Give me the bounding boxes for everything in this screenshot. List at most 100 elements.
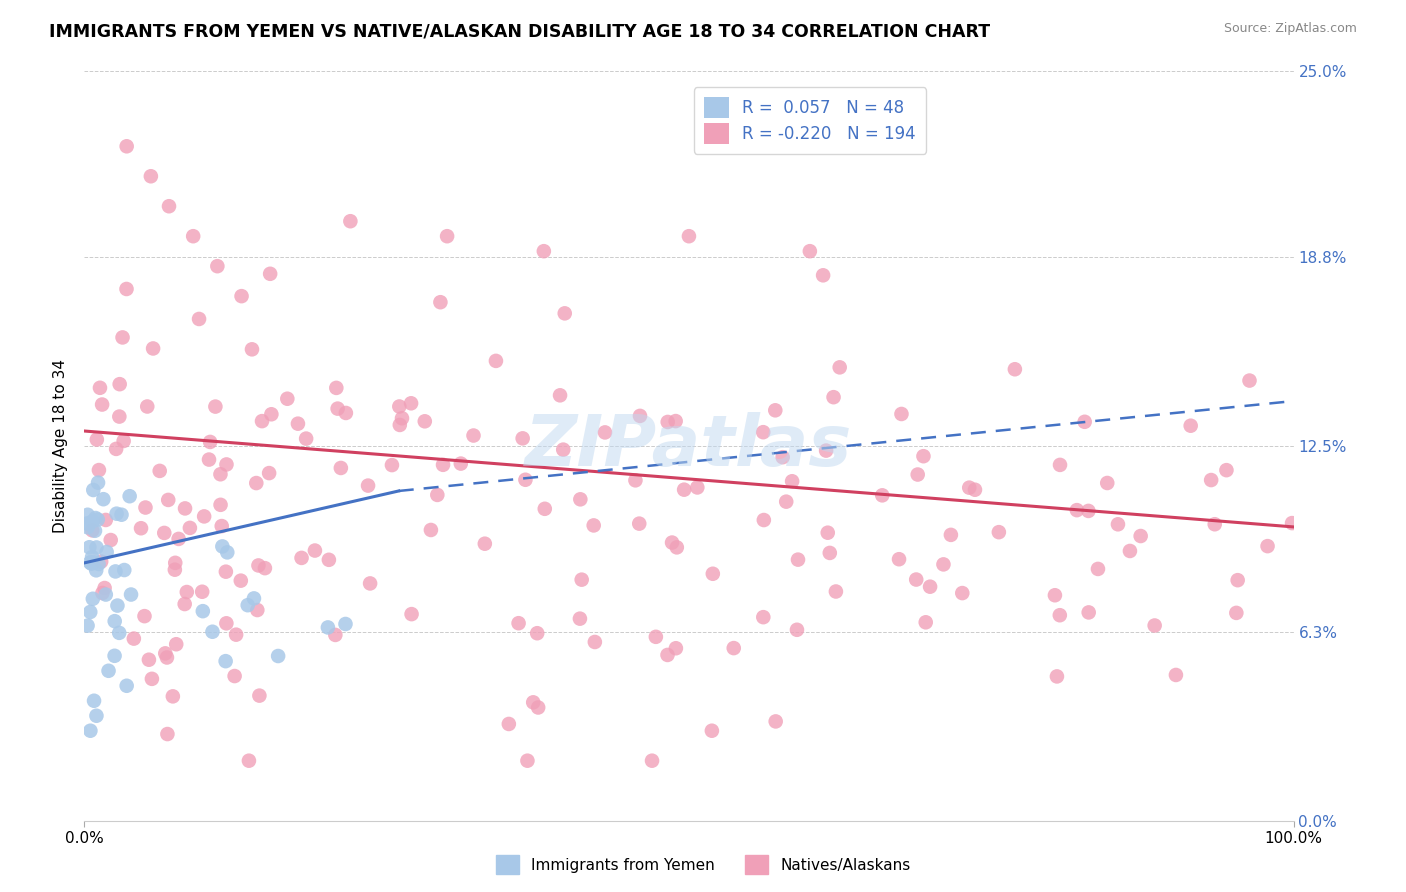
Point bbox=[91, 398, 114, 412]
Point bbox=[1143, 618, 1166, 632]
Point bbox=[211, 540, 233, 554]
Point bbox=[174, 501, 197, 516]
Point bbox=[112, 434, 135, 448]
Point bbox=[108, 409, 131, 424]
Point bbox=[1225, 606, 1247, 620]
Point bbox=[391, 411, 413, 425]
Point bbox=[163, 563, 186, 577]
Point bbox=[752, 513, 775, 527]
Point bbox=[399, 396, 422, 410]
Point bbox=[156, 727, 179, 741]
Point bbox=[100, 533, 122, 547]
Point bbox=[193, 509, 215, 524]
Point bbox=[122, 632, 145, 646]
Point bbox=[388, 417, 411, 432]
Point bbox=[76, 520, 98, 534]
Point bbox=[91, 586, 114, 600]
Point bbox=[763, 403, 786, 417]
Legend: Immigrants from Yemen, Natives/Alaskans: Immigrants from Yemen, Natives/Alaskans bbox=[489, 849, 917, 880]
Point bbox=[215, 565, 238, 579]
Point bbox=[89, 381, 111, 395]
Point bbox=[225, 628, 247, 642]
Point bbox=[188, 312, 211, 326]
Point bbox=[247, 558, 270, 573]
Point bbox=[811, 268, 834, 283]
Point bbox=[201, 624, 224, 639]
Point bbox=[914, 615, 936, 630]
Point bbox=[162, 690, 184, 704]
Point bbox=[80, 549, 103, 564]
Point bbox=[191, 604, 214, 618]
Point bbox=[76, 508, 98, 522]
Point bbox=[165, 637, 187, 651]
Point bbox=[240, 343, 263, 357]
Point bbox=[139, 169, 162, 184]
Point bbox=[533, 501, 555, 516]
Point bbox=[335, 617, 357, 632]
Point bbox=[245, 476, 267, 491]
Point bbox=[112, 563, 135, 577]
Point bbox=[250, 414, 273, 428]
Point bbox=[932, 558, 955, 572]
Point bbox=[339, 214, 361, 228]
Point bbox=[787, 552, 810, 566]
Point bbox=[1239, 374, 1261, 388]
Point bbox=[772, 450, 794, 465]
Point bbox=[79, 541, 101, 555]
Point bbox=[224, 669, 246, 683]
Point bbox=[176, 585, 198, 599]
Point bbox=[527, 700, 550, 714]
Point bbox=[214, 654, 236, 668]
Point bbox=[1049, 458, 1071, 472]
Point bbox=[329, 461, 352, 475]
Point bbox=[786, 623, 808, 637]
Point bbox=[107, 599, 129, 613]
Point bbox=[1049, 608, 1071, 623]
Point bbox=[267, 648, 290, 663]
Point bbox=[290, 550, 312, 565]
Point bbox=[87, 512, 110, 526]
Point bbox=[84, 511, 107, 525]
Point bbox=[512, 431, 534, 445]
Point bbox=[1043, 588, 1066, 602]
Point bbox=[357, 478, 380, 492]
Point bbox=[191, 584, 214, 599]
Point bbox=[260, 407, 283, 421]
Point bbox=[644, 630, 666, 644]
Point bbox=[105, 507, 128, 521]
Point bbox=[1281, 516, 1303, 530]
Point bbox=[568, 612, 591, 626]
Point bbox=[1077, 606, 1099, 620]
Point bbox=[90, 555, 112, 569]
Point bbox=[335, 406, 357, 420]
Point bbox=[553, 442, 575, 457]
Point bbox=[628, 516, 651, 531]
Point bbox=[120, 588, 142, 602]
Point bbox=[104, 614, 127, 628]
Point bbox=[1073, 415, 1095, 429]
Point bbox=[657, 415, 679, 429]
Point bbox=[665, 414, 688, 428]
Point bbox=[872, 488, 894, 502]
Point bbox=[548, 388, 571, 402]
Point bbox=[381, 458, 404, 472]
Text: Source: ZipAtlas.com: Source: ZipAtlas.com bbox=[1223, 22, 1357, 36]
Point bbox=[1180, 418, 1202, 433]
Point bbox=[94, 513, 117, 527]
Point bbox=[276, 392, 298, 406]
Point bbox=[82, 515, 104, 529]
Point bbox=[1097, 475, 1119, 490]
Point bbox=[963, 483, 986, 497]
Point bbox=[823, 390, 845, 404]
Point bbox=[426, 488, 449, 502]
Point bbox=[76, 618, 98, 632]
Point bbox=[939, 528, 962, 542]
Point bbox=[229, 574, 252, 588]
Point bbox=[1164, 668, 1187, 682]
Point bbox=[890, 407, 912, 421]
Point bbox=[134, 609, 156, 624]
Point bbox=[702, 566, 724, 581]
Point bbox=[817, 525, 839, 540]
Point bbox=[413, 414, 436, 428]
Point bbox=[522, 695, 544, 709]
